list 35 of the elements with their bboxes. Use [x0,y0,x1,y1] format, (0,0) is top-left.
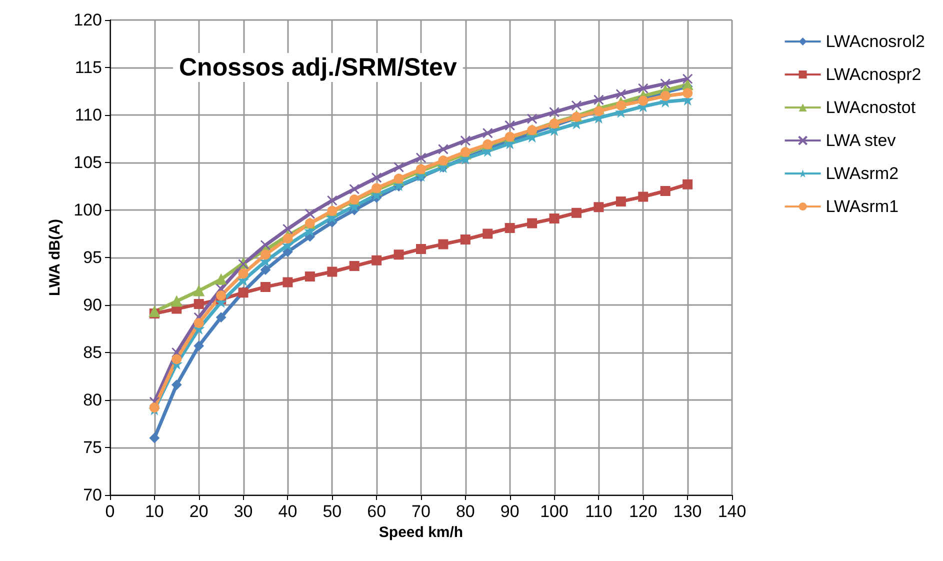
x-tick-label: 130 [673,502,702,521]
legend-label: LWAcnosrol2 [826,32,925,51]
x-tick-label: 60 [367,502,386,521]
x-tick-label: 110 [585,502,612,521]
legend-label: LWAsrm2 [826,164,899,183]
y-tick-label: 115 [74,58,102,77]
y-tick-label: 75 [83,438,102,457]
y-tick-label: 105 [74,153,102,172]
x-tick-label: 120 [628,502,658,521]
legend-label: LWAcnostot [826,98,916,117]
legend-label: LWAcnospr2 [826,65,922,84]
y-tick-label: 70 [83,486,102,504]
legend-label: LWA stev [826,131,896,150]
x-tick-label: 20 [189,502,208,521]
x-tick-label: 80 [456,502,475,521]
y-tick-label: 100 [74,200,102,220]
x-tick-label: 50 [322,502,342,521]
legend-label: LWAsrm1 [826,197,899,216]
y-axis-title: LWA dB(A) [46,219,64,296]
y-tick-label: 85 [83,343,102,362]
x-tick-label: 100 [540,502,568,521]
x-tick-label: 40 [278,502,298,521]
y-tick-label: 90 [83,296,102,314]
x-tick-label: 30 [234,502,253,521]
x-tick-label: 90 [500,502,520,521]
text: Cnossos adj./SRM/Stev [179,54,457,82]
x-tick-label: 0 [105,502,115,521]
y-tick-label: 95 [83,248,102,267]
x-tick-label: 10 [144,502,164,521]
x-tick-label: 70 [412,502,430,521]
y-tick-label: 120 [74,10,102,30]
y-tick-label: 110 [74,106,102,124]
x-tick-label: 140 [718,502,746,521]
x-axis-title: Speed km/h [378,524,464,541]
y-tick-label: 80 [83,390,102,410]
